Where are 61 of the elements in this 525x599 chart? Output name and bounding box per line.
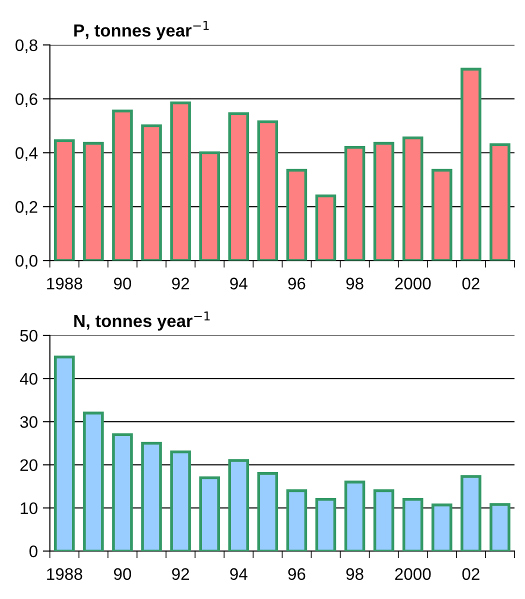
bar [344,480,366,552]
y-tick-label: 10 [20,502,38,514]
bar [83,142,104,261]
y-tick-label: 0,0 [16,254,38,269]
bar [257,472,278,552]
bar [315,194,336,261]
x-tick-label: 90 [114,278,132,290]
x-tick-label: 98 [346,278,364,290]
bar [373,489,394,552]
y-tick-label: 50 [20,330,38,342]
y-tick-label: 0 [29,545,38,558]
x-tick-label: 2000 [395,278,431,290]
bar [112,110,133,261]
bar [170,450,191,552]
bar [199,476,220,552]
bar [402,136,424,261]
x-tick-label: 02 [462,568,480,580]
x-tick-label: 92 [172,278,189,290]
bar [257,120,278,261]
x-tick-label: 96 [288,278,306,290]
chart-title: N, tonnes year$^{−1}$ [74,311,210,331]
bar [373,142,394,261]
bar [228,459,250,552]
bar [141,442,162,552]
x-tick-label: 98 [346,568,364,580]
bar [170,101,191,261]
bar [286,168,308,261]
bar [228,112,250,261]
bar [286,489,308,552]
bar [432,168,452,261]
bar [490,143,510,261]
bar [54,356,75,552]
x-tick-label: 2000 [395,568,431,580]
y-tick-label: 40 [20,372,38,385]
y-tick-label: 30 [20,416,38,428]
bar [402,498,424,552]
x-tick-label: 92 [172,568,189,580]
bar [54,139,75,261]
bar [460,475,482,552]
y-tick-label: 0,8 [16,39,38,54]
bar [490,503,510,552]
bar [344,146,366,261]
x-tick-label: 1988 [47,278,82,290]
chart-title: P, tonnes year$^{−1}$ [74,20,209,40]
bar [112,433,133,552]
bar [432,504,452,552]
bar [141,124,162,261]
x-tick-label: 1988 [47,568,82,580]
bar [315,498,336,552]
bar [83,412,104,552]
x-tick-label: 94 [230,568,248,580]
x-tick-label: 02 [462,278,480,290]
y-tick-label: 20 [20,459,38,472]
x-tick-label: 96 [288,568,306,580]
bar [460,68,482,261]
y-tick-label: 0,6 [16,93,38,108]
y-tick-label: 0,2 [16,201,38,215]
y-tick-label: 0,4 [16,147,38,161]
x-tick-label: 94 [230,278,248,290]
bar [199,151,220,261]
x-tick-label: 90 [114,568,132,580]
